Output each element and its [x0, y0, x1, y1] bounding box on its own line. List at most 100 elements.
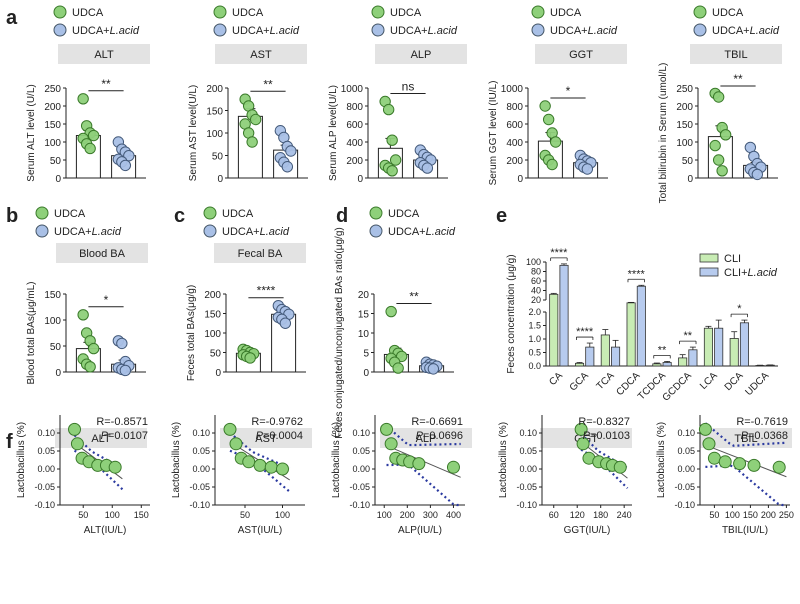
y-tick-label: 250 — [44, 84, 61, 95]
ci-band-lower — [73, 449, 124, 491]
ci-band-lower — [705, 464, 787, 507]
y-tick-label: 50 — [212, 152, 224, 163]
y-tick-label: 150 — [44, 120, 61, 131]
legend-label-lacid: UDCA+L.acid — [550, 25, 618, 37]
bar-cli-lacid — [662, 362, 672, 367]
significance-label: * — [566, 84, 571, 98]
y-tick-label: 5 — [363, 349, 369, 360]
correlation-p: P=0.0107 — [101, 430, 148, 442]
y-tick-label: -0.10 — [349, 500, 370, 510]
x-tick-label: 50 — [240, 510, 250, 520]
data-point — [747, 458, 761, 472]
data-point — [380, 422, 394, 436]
data-point-udca — [386, 134, 398, 146]
legend-label-udca: UDCA — [54, 208, 86, 220]
p-symbol: P — [256, 430, 264, 442]
y-axis-label: Serum ALP level(U/L) — [328, 85, 339, 181]
y-tick-label: 600 — [506, 120, 523, 131]
y-tick-label: 0.05 — [352, 446, 370, 456]
bar-cli-lacid — [714, 327, 724, 367]
y-tick-label: 50 — [210, 349, 222, 360]
significance-label: **** — [628, 268, 646, 280]
legend: UDCA UDCA+L.acid — [369, 206, 456, 238]
legend-marker-lacid — [53, 23, 67, 37]
x-tick-label: 240 — [617, 510, 632, 520]
y-tick-label: -0.10 — [674, 500, 695, 510]
correlation-r: R=-0.8327 — [578, 416, 630, 428]
correlation-p: P=0.0696 — [416, 430, 463, 442]
data-point-udca — [389, 154, 402, 166]
a4-header-box — [535, 44, 627, 64]
data-point-lacid — [427, 363, 440, 375]
data-point-udca — [712, 154, 725, 166]
y-axis-label: Blood total BAs(μg/mL) — [26, 281, 37, 384]
x-tick-label: 150 — [134, 510, 149, 520]
y-tick-label: 0 — [217, 174, 223, 185]
y-tick-label: 0 — [517, 174, 523, 185]
y-tick-label: -0.05 — [34, 482, 55, 492]
bar-cli-lacid — [559, 264, 569, 367]
legend-label-lacid-prefix: UDCA+ — [72, 25, 110, 37]
legend-label-lacid-italic: L.acid — [260, 226, 290, 238]
y-axis-label: Lactobacillus (%) — [16, 422, 27, 498]
data-point — [576, 437, 590, 451]
legend-label-lacid-prefix: UDCA+ — [388, 226, 426, 238]
a3-header-box — [375, 44, 467, 64]
a2-header-title: AST — [250, 49, 272, 61]
y-tick-label: 800 — [506, 102, 523, 113]
data-point-lacid — [281, 161, 294, 173]
x-tick-label: 100 — [275, 510, 290, 520]
y-tick-label: 20 — [531, 295, 541, 305]
legend-label-lacid-italic: L.acid — [428, 25, 458, 37]
y-tick-label: 1.5 — [528, 321, 541, 331]
y-tick-label: 20 — [358, 290, 370, 301]
significance-label: **** — [576, 326, 594, 338]
bar-cli — [703, 327, 713, 367]
panel-letter-a: a — [6, 7, 18, 29]
x-axis-label: AST(IU/L) — [238, 525, 282, 536]
data-point-udca — [539, 100, 551, 112]
y-axis-label: Lactobacillus (%) — [171, 422, 182, 498]
legend-label-lacid-prefix: UDCA+ — [232, 25, 270, 37]
y-axis-label: Lactobacillus (%) — [656, 422, 667, 498]
chart-f1: -0.10 -0.05 0.00 0.05 0.10 50 100 150 ALT(IU/L) L… — [16, 415, 150, 536]
legend-label-udca: UDCA — [390, 7, 422, 19]
data-point-udca — [84, 142, 96, 155]
x-tick-label: 100 — [377, 510, 392, 520]
bar-cli — [626, 302, 636, 367]
chart-a2: 0 50 100 150 200 Serum AST level(U/L) ** — [188, 77, 308, 185]
y-tick-label: 0.5 — [528, 348, 541, 358]
y-tick-label: 0.10 — [37, 428, 55, 438]
legend-label-cli-lacid-italic: L.acid — [748, 267, 778, 279]
legend: UDCA UDCA+L.acid — [35, 206, 122, 238]
data-point-lacid — [285, 145, 297, 157]
legend-marker-cli — [699, 253, 719, 263]
y-tick-label: 1000 — [501, 84, 524, 95]
significance-label: ** — [658, 344, 667, 356]
p-value: =0.0103 — [590, 430, 630, 442]
legend-label-cli-lacid: CLI+L.acid — [724, 267, 778, 279]
y-tick-label: 100 — [526, 257, 541, 267]
f1-header-title: ALT — [91, 433, 111, 445]
data-point — [264, 460, 278, 474]
y-tick-label: 2.0 — [528, 307, 541, 317]
x-tick-label: 300 — [423, 510, 438, 520]
bar-cli — [729, 338, 739, 367]
x-tick-label: 100 — [105, 510, 120, 520]
x-axis-label: TBIL(IU/L) — [722, 525, 768, 536]
y-axis-label: Lactobacillus (%) — [331, 422, 342, 498]
legend-label-lacid-prefix: UDCA+ — [712, 25, 750, 37]
significance-label: ** — [263, 77, 273, 91]
legend-marker-lacid — [213, 23, 227, 37]
y-tick-label: -0.10 — [189, 500, 210, 510]
x-tick-label: UDCA — [743, 370, 771, 398]
legend-marker-lacid — [693, 23, 707, 37]
y-tick-label: 150 — [676, 120, 693, 131]
p-value: =0.0107 — [108, 430, 148, 442]
y-tick-label: 0 — [363, 368, 369, 379]
data-point-udca — [382, 103, 395, 116]
legend-marker-udca — [53, 5, 67, 19]
y-tick-label: 150 — [44, 290, 61, 301]
y-tick-label: 250 — [676, 84, 693, 95]
